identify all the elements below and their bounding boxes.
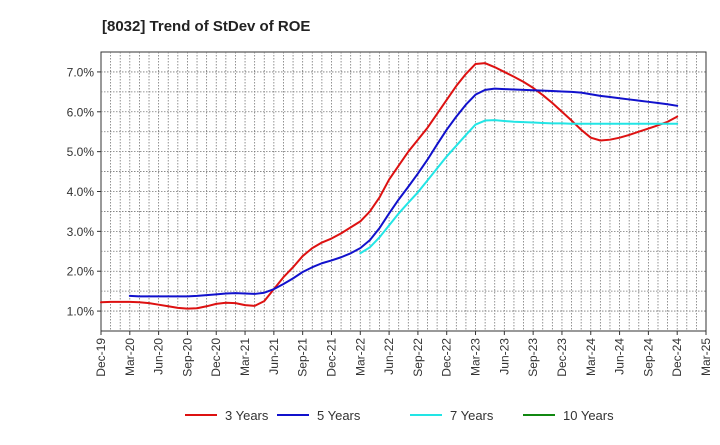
y-tick-label: 4.0% bbox=[67, 185, 95, 199]
x-tick-label: Sep-23 bbox=[526, 338, 540, 377]
y-tick-label: 2.0% bbox=[67, 265, 95, 279]
grid-lines bbox=[101, 52, 706, 331]
legend-label: 3 Years bbox=[225, 408, 269, 423]
x-tick-label: Dec-23 bbox=[555, 338, 569, 377]
y-tick-label: 7.0% bbox=[67, 65, 95, 79]
legend-label: 7 Years bbox=[450, 408, 494, 423]
x-tick-label: Mar-23 bbox=[469, 338, 483, 376]
legend-label: 10 Years bbox=[563, 408, 614, 423]
legend-item-3-years: 3 Years bbox=[185, 408, 269, 423]
x-tick-label: Dec-22 bbox=[440, 338, 454, 377]
x-tick-label: Mar-24 bbox=[584, 338, 598, 376]
x-tick-label: Mar-20 bbox=[123, 338, 137, 376]
x-tick-label: Dec-19 bbox=[94, 338, 108, 377]
legend-item-7-years: 7 Years bbox=[410, 408, 494, 423]
series-line-3-years bbox=[100, 62, 679, 310]
x-tick-label: Jun-20 bbox=[152, 338, 166, 375]
x-tick-label: Jun-22 bbox=[382, 338, 396, 375]
x-tick-label: Mar-21 bbox=[238, 338, 252, 376]
x-tick-label: Sep-22 bbox=[411, 338, 425, 377]
x-tick-label: Dec-24 bbox=[670, 338, 684, 377]
y-tick-label: 6.0% bbox=[67, 105, 95, 119]
x-tick-label: Mar-22 bbox=[353, 338, 367, 376]
x-tick-label: Dec-20 bbox=[209, 338, 223, 377]
x-tick-label: Sep-24 bbox=[641, 338, 655, 377]
x-tick-label: Sep-20 bbox=[180, 338, 194, 377]
series-line-5-years bbox=[128, 87, 679, 298]
y-tick-label: 5.0% bbox=[67, 145, 95, 159]
legend: 3 Years 5 Years 7 Years 10 Years bbox=[185, 408, 614, 423]
legend-label: 5 Years bbox=[317, 408, 361, 423]
legend-item-10-years: 10 Years bbox=[523, 408, 614, 423]
x-tick-label: Jun-23 bbox=[497, 338, 511, 375]
legend-item-5-years: 5 Years bbox=[277, 408, 361, 423]
x-tick-label: Dec-21 bbox=[324, 338, 338, 377]
x-tick-label: Jun-24 bbox=[613, 338, 627, 375]
chart-title: [8032] Trend of StDev of ROE bbox=[102, 18, 310, 35]
series-line-7-years bbox=[359, 119, 679, 255]
x-tick-label: Sep-21 bbox=[296, 338, 310, 377]
x-tick-label: Mar-25 bbox=[699, 338, 713, 376]
y-tick-label: 3.0% bbox=[67, 225, 95, 239]
y-tick-label: 1.0% bbox=[67, 305, 95, 319]
y-axis: 1.0% 2.0% 3.0% 4.0% 5.0% 6.0% 7.0% bbox=[67, 65, 101, 319]
series-lines bbox=[100, 62, 679, 310]
x-axis: Dec-19 Mar-20 Jun-20 Sep-20 Dec-20 Mar-21 Jun-… bbox=[94, 331, 713, 377]
x-tick-label: Jun-21 bbox=[267, 338, 281, 375]
